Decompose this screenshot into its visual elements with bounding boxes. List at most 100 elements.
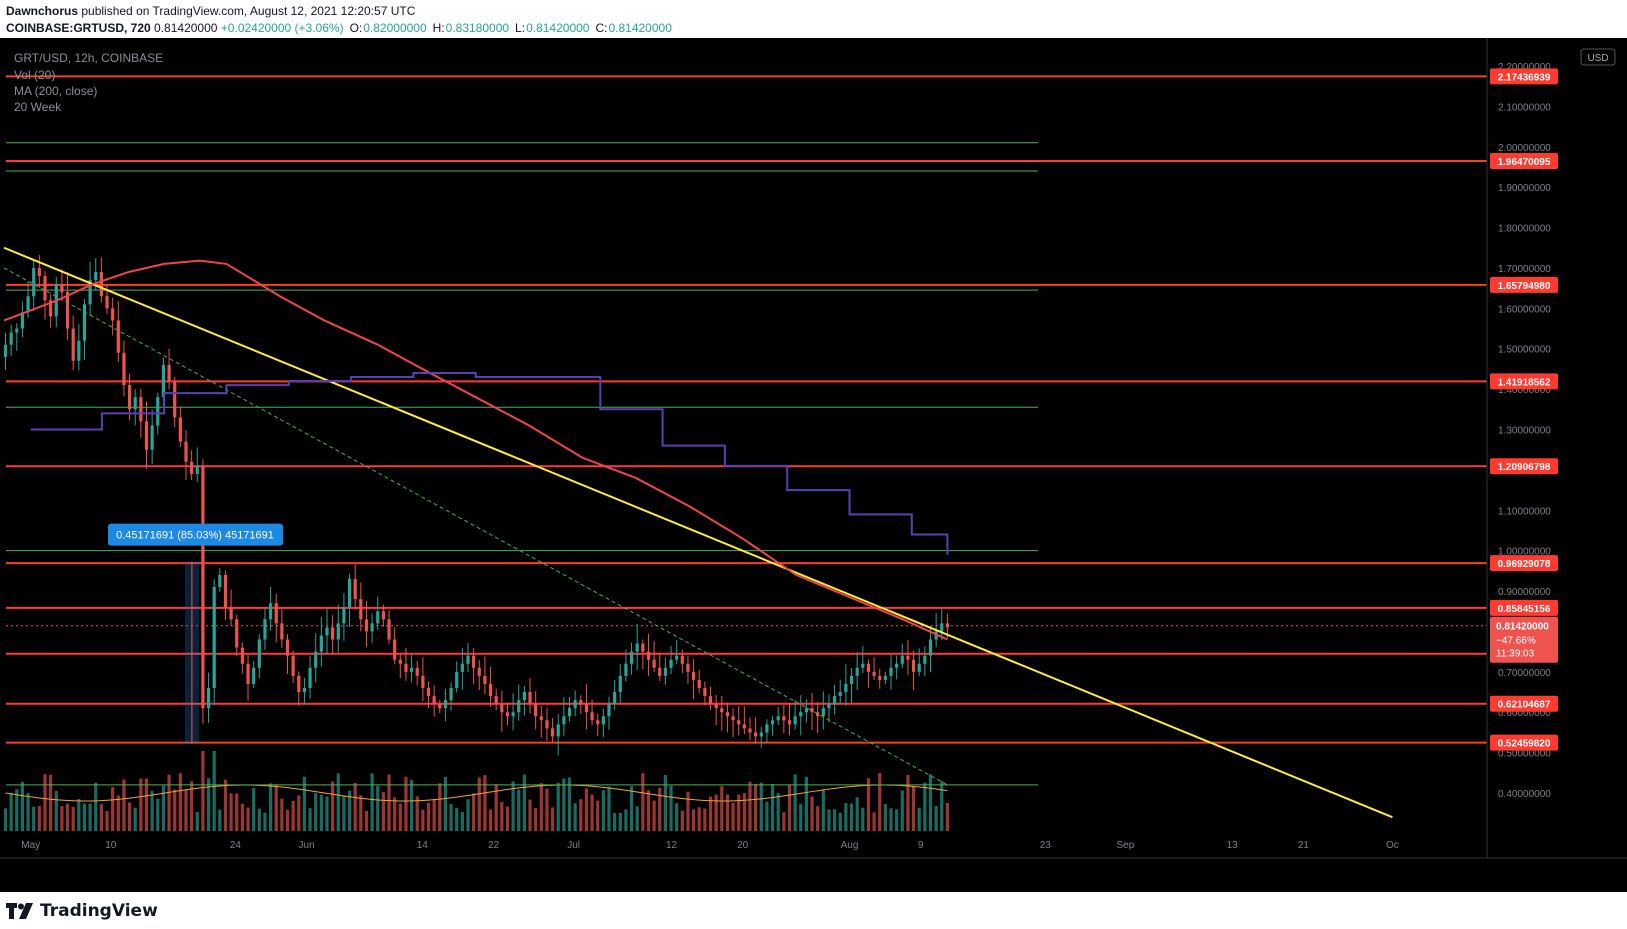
volume-bar	[742, 793, 746, 831]
candle-body	[3, 344, 8, 357]
volume-bar	[635, 806, 639, 831]
candle-body	[940, 623, 944, 632]
candle-body	[889, 667, 893, 676]
volume-bar	[319, 794, 323, 831]
chart-area[interactable]: 0.45171691 (85.03%) 45171691 GRT/USD, 12…	[0, 38, 1627, 892]
volume-bar	[579, 799, 583, 831]
candle-body	[353, 578, 357, 600]
volume-bar	[218, 809, 222, 831]
candle-body	[325, 627, 329, 636]
price-axis-tick: 1.80000000	[1498, 224, 1551, 235]
volume-bar	[534, 808, 538, 831]
candle-body	[663, 667, 667, 676]
volume-bar	[280, 798, 284, 831]
candle-body	[652, 659, 656, 668]
high-label: H:	[432, 21, 445, 35]
candle-body	[77, 340, 81, 361]
volume-bar	[624, 809, 628, 831]
open-label: O:	[349, 21, 363, 35]
resistance-price-badge	[1490, 599, 1558, 616]
tradingview-logo-icon	[6, 903, 33, 919]
volume-bar	[613, 812, 617, 831]
volume-bar	[861, 807, 865, 831]
volume-bar	[618, 812, 622, 831]
resistance-price-label: 1.65794980	[1498, 281, 1551, 292]
candle-body	[161, 364, 166, 398]
ma200-line	[3, 259, 948, 641]
candle-body	[257, 639, 261, 668]
volume-layer	[3, 751, 949, 831]
currency-badge-box	[1580, 48, 1616, 66]
chart-background	[0, 38, 1627, 892]
candle-body	[455, 671, 459, 688]
candle-body	[240, 647, 244, 664]
price-axis-tick: 0.50000000	[1498, 749, 1551, 760]
candle-body	[364, 619, 369, 632]
volume-bar	[844, 803, 848, 831]
volume-bar	[849, 803, 854, 831]
candle-body	[483, 675, 487, 684]
dashed-trendline	[3, 267, 948, 786]
candle-body	[917, 663, 921, 672]
resistance-price-label: 1.20906798	[1498, 462, 1551, 473]
price-axis-tick: 1.00000000	[1498, 547, 1551, 558]
volume-bar	[562, 778, 566, 831]
candle-body	[387, 619, 391, 640]
measure-label: 0.45171691 (85.03%) 45171691	[116, 530, 274, 542]
indicator-lines-layer: 0.45171691 (85.03%) 45171691	[3, 246, 1393, 819]
candle-body	[122, 352, 126, 386]
candle-body	[635, 643, 639, 652]
candle-body	[49, 300, 53, 317]
candle-body	[438, 704, 442, 709]
candle-body	[714, 704, 718, 709]
volume-bar	[415, 796, 419, 831]
legend-ma200: MA (200, close)	[14, 84, 97, 98]
symbol-ohlc-line: COINBASE:GRTUSD, 720 0.81420000 +0.02420…	[6, 21, 678, 35]
price-axis-tick: 1.70000000	[1498, 264, 1551, 275]
price-axis[interactable]: 0.40000000 0.50000000 0.60000000 0.70000000…	[1486, 38, 1551, 858]
candle-body	[15, 328, 19, 333]
volume-bar	[567, 777, 572, 831]
volume-bar	[607, 786, 611, 831]
published-text: published on TradingView.com, August 12,…	[81, 4, 416, 18]
resistance-price-label: 0.85845156	[1498, 604, 1551, 615]
candle-body	[928, 639, 933, 656]
resistance-price-label: 0.62104687	[1498, 700, 1551, 711]
candle-body	[105, 296, 109, 309]
volume-bar	[184, 789, 188, 831]
currency-badge[interactable]: USD	[1580, 48, 1616, 66]
volume-bar	[144, 778, 149, 831]
candle-body	[517, 700, 521, 713]
tradingview-footer[interactable]: TradingView	[6, 898, 158, 924]
candle-body	[60, 284, 64, 293]
candle-body	[883, 675, 887, 680]
legend-20week: 20 Week	[14, 100, 62, 114]
candle-body	[393, 639, 397, 660]
candle-body	[945, 623, 949, 628]
volume-bar	[421, 809, 425, 831]
candle-body	[20, 312, 25, 329]
volume-bar	[793, 774, 797, 831]
volume-bar	[776, 793, 780, 831]
volume-bar	[754, 783, 758, 831]
volume-bar	[731, 802, 735, 831]
volume-bar	[584, 788, 589, 831]
candle-body	[449, 687, 453, 701]
candle-body	[906, 655, 910, 660]
volume-bar	[917, 807, 921, 831]
resistance-price-label: 2.17436939	[1498, 72, 1551, 83]
volume-bar	[376, 785, 380, 831]
candle-body	[872, 671, 876, 676]
candle-body	[737, 720, 741, 725]
price-chart[interactable]: 0.45171691 (85.03%) 45171691 GRT/USD, 12…	[0, 38, 1627, 892]
candle-body	[127, 385, 132, 410]
candle-body	[607, 704, 611, 717]
volume-bar	[900, 790, 904, 831]
candle-body	[302, 687, 307, 693]
price-axis-tick: 0.60000000	[1498, 708, 1551, 719]
candle-body	[658, 667, 662, 676]
candle-body	[573, 700, 577, 709]
time-axis-tick: Sep	[1117, 840, 1135, 851]
volume-bar	[252, 788, 256, 831]
time-axis[interactable]: May 10 24 Jun 14 22 Jul 12 20 Aug 9 23 Sep 13 21 Oc	[0, 840, 1627, 859]
